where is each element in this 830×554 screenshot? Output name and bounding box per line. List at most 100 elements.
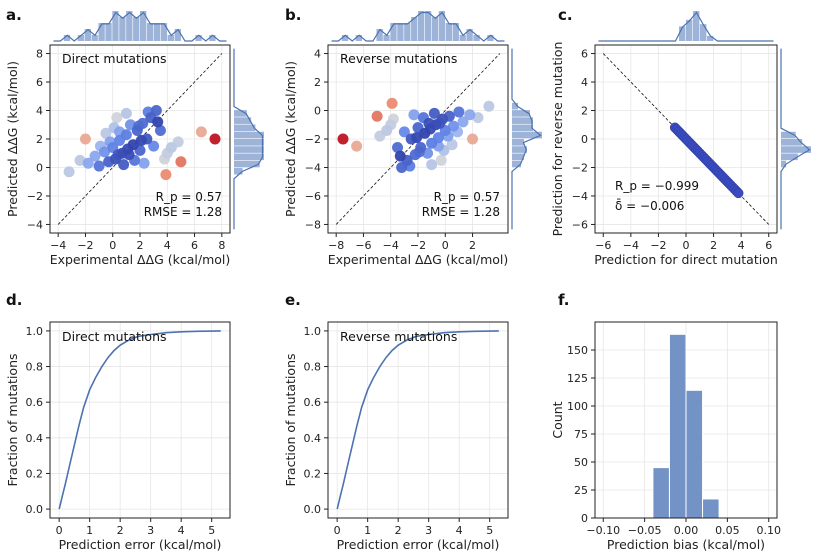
marginal-x-bar	[452, 23, 459, 41]
x-tick-label: 4	[738, 239, 745, 252]
scatter-point	[120, 129, 132, 141]
y-tick-label: 0.2	[26, 467, 44, 480]
y-tick-label: 50	[574, 456, 588, 469]
x-tick-label: 5	[208, 524, 215, 537]
y-tick-label: 0.0	[26, 503, 44, 516]
x-tick-label: −0.10	[586, 524, 620, 537]
x-tick-label: 2	[469, 239, 476, 252]
scatter-point	[415, 142, 427, 154]
x-tick-label: 4	[456, 524, 463, 537]
x-tick-label: 0	[109, 239, 116, 252]
panel-annotation: Reverse mutations	[340, 329, 457, 344]
histogram-bar	[685, 389, 704, 519]
marginal-y-bar	[512, 139, 524, 146]
marginal-x-bar	[84, 29, 91, 41]
panel-annotation: Reverse mutations	[340, 51, 457, 66]
stat-label: RMSE = 1.28	[422, 205, 500, 219]
marginal-y-kde	[233, 48, 264, 230]
y-tick-label: 4	[36, 105, 43, 118]
y-axis-label: Count	[550, 401, 565, 438]
x-tick-label: 0.00	[674, 524, 699, 537]
scatter-point	[165, 142, 177, 154]
panel-letter-f: f.	[558, 291, 569, 309]
marginal-y-bar	[234, 117, 252, 124]
y-tick-label: 0.4	[26, 432, 44, 445]
y-tick-label: −8	[305, 218, 321, 231]
marginal-y-bar	[512, 146, 527, 153]
marginal-x-bar	[473, 35, 480, 41]
axes-frame	[327, 321, 509, 519]
stat-label: R_p = −0.999	[615, 179, 699, 193]
y-tick-label: 4	[314, 48, 321, 61]
y-tick-label: 0	[314, 105, 321, 118]
x-tick-label: 0	[683, 239, 690, 252]
x-tick-label: −0.05	[628, 524, 662, 537]
y-tick-label: −2	[27, 190, 43, 203]
marginal-y-kde	[511, 48, 542, 230]
marginal-x-bar	[700, 24, 707, 41]
scatter-point	[89, 150, 101, 162]
y-tick-label: 8	[36, 48, 43, 61]
y-tick-label: 0.0	[304, 503, 322, 516]
x-tick-label: −6	[355, 239, 371, 252]
marginal-y-bar	[234, 139, 264, 146]
panel-e-cdf: 0 1 2 3 4 5 0.0 0.2 0.4 0.6 0.8 1.0 Prediction error…	[283, 321, 509, 552]
marginal-x-bar	[133, 17, 140, 41]
x-tick-label: −6	[595, 239, 611, 252]
marginal-x-bar	[418, 11, 425, 41]
marginal-y-bar	[512, 102, 518, 110]
y-tick-label: −4	[27, 218, 43, 231]
scatter-point	[138, 157, 150, 169]
x-tick-label: −2	[77, 239, 93, 252]
x-tick-label: −2	[650, 239, 666, 252]
scatter-point	[408, 109, 420, 121]
marginal-y-bar	[781, 160, 787, 168]
y-tick-label: 0.4	[304, 432, 322, 445]
scatter-point	[426, 137, 438, 149]
x-axis-label: Prediction error (kcal/mol)	[337, 537, 500, 552]
scatter-point	[93, 160, 105, 172]
y-tick-label: 25	[574, 484, 588, 497]
y-tick-label: 0	[581, 133, 588, 146]
y-tick-label: 1.0	[26, 325, 44, 338]
y-tick-label: −4	[572, 190, 588, 203]
y-tick-label: 4	[581, 76, 588, 89]
marginal-x-kde	[331, 11, 505, 42]
x-tick-label: 2	[137, 239, 144, 252]
marginal-x-bar	[119, 17, 126, 41]
y-tick-label: −6	[572, 218, 588, 231]
marginal-x-bar	[126, 11, 133, 41]
stat-label: δ̄ = −0.006	[615, 199, 684, 213]
x-tick-label: 0.10	[756, 524, 781, 537]
marginal-x-bar	[693, 11, 700, 41]
marginal-x-bar	[411, 17, 418, 41]
marginal-y-bar	[234, 167, 243, 175]
marginal-y-bar	[234, 160, 260, 168]
marginal-y-bar	[234, 146, 264, 153]
x-axis-label: Experimental ΔΔG (kcal/mol)	[50, 252, 231, 267]
panel-letter-c: c.	[558, 6, 573, 24]
scatter-point	[426, 159, 438, 171]
scatter-point	[394, 150, 406, 162]
x-tick-label: −4	[623, 239, 639, 252]
marginal-x-bar	[195, 35, 202, 41]
scatter-point	[127, 139, 139, 151]
cdf-line	[58, 330, 221, 510]
x-tick-label: 1	[364, 524, 371, 537]
scatter-point	[337, 133, 349, 145]
x-tick-label: 5	[486, 524, 493, 537]
marginal-x-bar	[487, 35, 494, 41]
marginal-x-bar	[707, 35, 714, 41]
scatter-point	[464, 109, 476, 121]
panel-f-histogram: −0.10 −0.05 0.00 0.05 0.10 0 25 50 75 100 125 150 Pr…	[550, 321, 781, 552]
scatter-point	[152, 116, 164, 128]
y-axis-label: Fraction of mutations	[283, 353, 298, 486]
scatter-point	[135, 134, 147, 146]
scatter-point	[154, 124, 166, 136]
marginal-x-bar	[140, 11, 147, 41]
x-tick-label: 0	[334, 524, 341, 537]
panel-d-cdf: 0 1 2 3 4 5 0.0 0.2 0.4 0.6 0.8 1.0 Prediction error…	[5, 321, 231, 552]
scatter-point	[79, 133, 91, 145]
panel-b-scatter: −8 −6 −4 −2 0 2 −8 −6 −4 −2 0 2 4 Experimental ΔΔG (k…	[283, 11, 542, 267]
identity-line	[335, 53, 501, 225]
